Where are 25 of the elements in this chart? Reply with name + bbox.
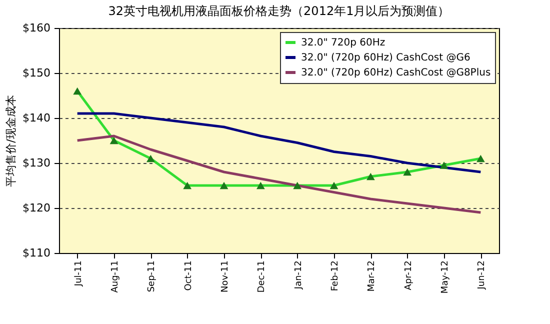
legend-label: 32.0" (720p 60Hz) CashCost @G6 xyxy=(301,52,470,64)
x-tick-label: Jan-12 xyxy=(294,260,304,290)
x-tick-label: Aug-11 xyxy=(110,260,120,293)
x-tick-label: Jun-12 xyxy=(477,260,488,290)
y-tick-label: $120 xyxy=(22,202,50,214)
y-tick-label: $140 xyxy=(22,112,50,124)
x-tick-label: Jul-11 xyxy=(74,260,84,288)
y-tick-label: $110 xyxy=(22,246,50,260)
y-tick-label: $160 xyxy=(22,22,50,34)
x-tick-label: Nov-11 xyxy=(220,260,230,293)
y-tick-label: $130 xyxy=(22,156,50,170)
chart-title: 32英寸电视机用液晶面板价格走势（2012年1月以后为预测值） xyxy=(108,4,450,18)
x-tick-label: Feb-12 xyxy=(330,260,340,292)
x-tick-label: Sep-11 xyxy=(147,260,158,292)
x-tick-label: Dec-11 xyxy=(257,260,268,293)
legend-label: 32.0" 720p 60Hz xyxy=(301,38,386,48)
x-tick-label: Oct-11 xyxy=(184,260,194,291)
x-tick-label: Mar-12 xyxy=(367,260,378,292)
x-tick-label: May-12 xyxy=(440,260,450,294)
x-tick-label: Apr-12 xyxy=(404,260,414,290)
line-series xyxy=(76,112,482,174)
y-axis-title: 平均售价/现金成本 xyxy=(4,95,18,187)
y-tick-label: $150 xyxy=(22,66,50,80)
line-series xyxy=(76,134,482,214)
legend-label: 32.0" (720p 60Hz) CashCost @G8Plus xyxy=(301,68,491,78)
